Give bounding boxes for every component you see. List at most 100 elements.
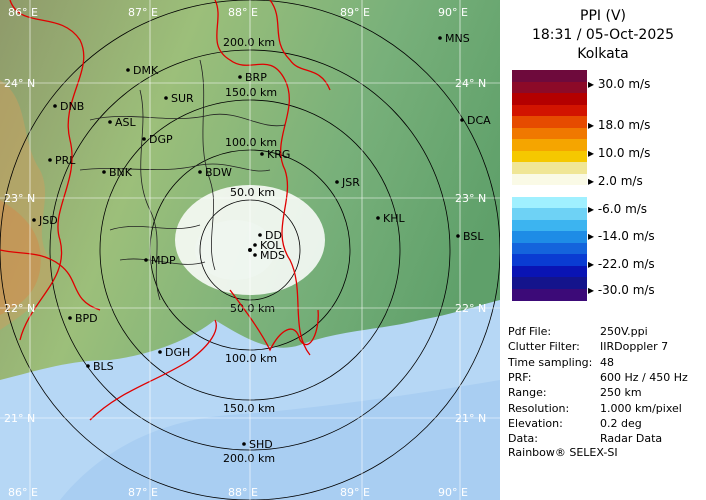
color-swatch (512, 185, 587, 197)
radar-echo-2 (195, 220, 275, 280)
info-key: PRF: (508, 370, 532, 384)
city-dot (108, 120, 112, 124)
city-label: KHL (383, 212, 405, 225)
lat-label-left: 22° N (4, 302, 35, 315)
radar-map: 50.0 km 100.0 km 150.0 km 200.0 km 200.0 km 1… (0, 0, 500, 500)
range-ring-label: 200.0 km (223, 36, 275, 49)
city-label: JSR (341, 176, 360, 189)
info-key: Range: (508, 386, 547, 400)
city-dot (238, 75, 242, 79)
lon-label-bottom: 88° E (228, 486, 258, 499)
lon-label-top: 87° E (128, 6, 158, 19)
info-value: 600 Hz / 450 Hz (600, 370, 688, 384)
range-ring-label: 150.0 km (223, 402, 275, 415)
color-swatch (512, 150, 587, 163)
lat-label-right: 22° N (455, 302, 486, 315)
color-tick-label: ▸ 30.0 m/s (588, 77, 651, 91)
range-ring-label: 150.0 km (225, 86, 277, 99)
city-dot (126, 68, 130, 72)
borders (0, 0, 331, 421)
city-label: DD (265, 229, 282, 242)
city-dot (260, 152, 264, 156)
info-value: IIRDoppler 7 (600, 340, 669, 354)
city-label: MDS (260, 249, 285, 262)
city-dot (48, 158, 52, 162)
city-label: SUR (171, 92, 194, 105)
city-label: ASL (115, 116, 137, 129)
lon-label-top: 89° E (340, 6, 370, 19)
city-label: DNB (60, 100, 84, 113)
info-row: Pdf File: 250V.ppi (508, 325, 648, 338)
city-dot (142, 137, 146, 141)
info-row: Data: Radar Data (508, 432, 662, 446)
info-row: Resolution: 1.000 km/pixel (508, 401, 682, 415)
color-tick-label: ▸ 2.0 m/s (588, 174, 643, 188)
color-swatch (512, 116, 587, 128)
sea-deep (60, 380, 500, 500)
city-label: BPD (75, 312, 98, 325)
color-tick-label: ▸ -22.0 m/s (588, 257, 655, 271)
color-swatch (512, 208, 587, 220)
color-swatch (512, 219, 587, 232)
lat-lon-grid: 86° E 86° E 87° E 87° E 88° E 88° E 89° E 89° E… (0, 0, 500, 500)
color-swatch (512, 231, 587, 243)
product-title: PPI (V) (580, 8, 626, 24)
color-swatch (512, 277, 587, 289)
city-dot (68, 316, 72, 320)
info-row: Time sampling: 48 (508, 356, 614, 369)
city-dot (335, 180, 339, 184)
color-tick-label: ▸ 18.0 m/s (588, 118, 651, 132)
color-swatch (512, 139, 587, 151)
info-key: Pdf File: (508, 325, 552, 338)
city-dot (198, 170, 202, 174)
city-dot (102, 170, 106, 174)
lat-label-right: 24° N (455, 77, 486, 90)
lon-label-bottom: 87° E (128, 486, 158, 499)
city-label: PRL (55, 154, 76, 167)
info-key: Elevation: (508, 416, 563, 430)
city-label: JSD (38, 214, 58, 227)
lat-label-right: 23° N (455, 192, 486, 205)
color-swatch (512, 265, 587, 278)
lon-label-top: 86° E (8, 6, 38, 19)
city-label: DGP (149, 133, 173, 146)
color-swatch (512, 196, 587, 209)
color-swatch (512, 93, 587, 105)
color-swatch (512, 81, 587, 94)
lat-label-left: 23° N (4, 192, 35, 205)
info-key: Resolution: (508, 401, 570, 415)
radar-center (248, 248, 252, 252)
city-label: BRP (245, 71, 267, 84)
city-label: KOL (260, 239, 282, 252)
city-dot (158, 350, 162, 354)
color-tick-label: ▸ -30.0 m/s (588, 283, 655, 297)
info-value: 1.000 km/pixel (600, 401, 682, 415)
range-ring-label: 100.0 km (225, 352, 277, 365)
info-key: Data: (508, 432, 538, 446)
city-label: DGH (165, 346, 190, 359)
info-row: PRF: 600 Hz / 450 Hz (508, 370, 688, 384)
city-label: MDP (151, 254, 176, 267)
color-swatch (512, 288, 587, 301)
lon-label-bottom: 90° E (438, 486, 468, 499)
info-value: 250V.ppi (600, 325, 648, 338)
legend-panel: PPI (V) 18:31 / 05-Oct-2025 Kolkata ▸ 30… (500, 0, 706, 500)
city-label: DCA (467, 114, 491, 127)
info-value: 250 km (600, 386, 642, 400)
city-dot (242, 442, 246, 446)
info-value: Radar Data (600, 432, 663, 446)
city-markers: MNS DMK BRP DNB SUR ASL DGP DCA PRL KRG BNK BDW JSR K… (32, 32, 491, 451)
color-swatch (512, 104, 587, 117)
info-row: Range: 250 km (508, 386, 642, 400)
color-swatch (512, 162, 587, 174)
city-label: DMK (133, 64, 159, 77)
lon-label-bottom: 89° E (340, 486, 370, 499)
lat-label-left: 24° N (4, 77, 35, 90)
highlands-2 (0, 200, 41, 315)
lon-label-top: 88° E (228, 6, 258, 19)
city-label: MNS (445, 32, 470, 45)
color-swatch (512, 70, 587, 82)
color-tick-label: ▸ 10.0 m/s (588, 146, 651, 160)
color-swatch (512, 173, 587, 186)
lon-label-top: 90° E (438, 6, 468, 19)
